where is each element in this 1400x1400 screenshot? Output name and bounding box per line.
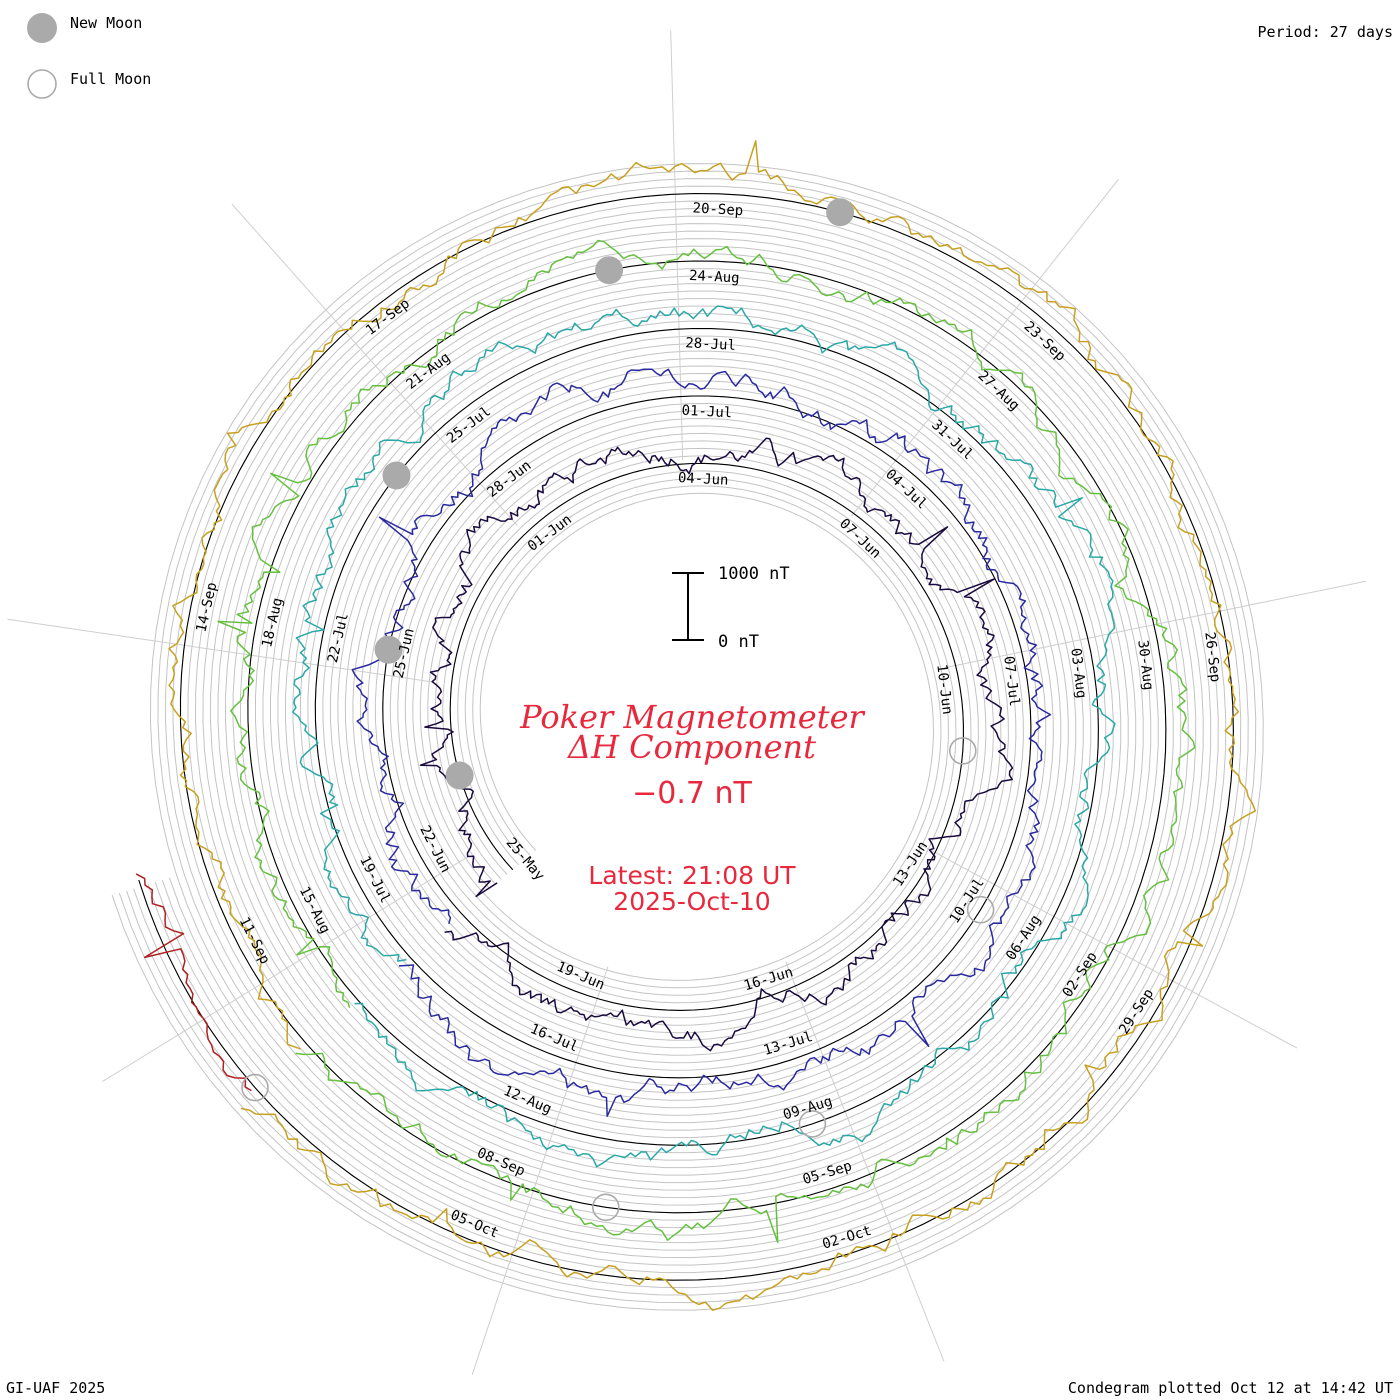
period-label: Period: 27 days	[1258, 23, 1393, 41]
full-moon-legend-icon	[27, 69, 57, 99]
new-moon-marker	[374, 635, 403, 664]
date-label: 28-Jul	[685, 335, 736, 354]
grid-radial	[231, 203, 518, 526]
date-label: 25-Jul	[444, 404, 494, 447]
date-label: 19-Jun	[554, 959, 607, 994]
grid-radial	[785, 961, 945, 1362]
grid-spiral	[133, 185, 1242, 1289]
date-label: 08-Sep	[475, 1145, 528, 1180]
grid-radial	[102, 855, 469, 1083]
date-label: 17-Sep	[363, 296, 413, 339]
grid-layer	[7, 30, 1367, 1375]
date-label: 18-Aug	[259, 596, 286, 649]
grid-radial	[7, 618, 433, 683]
current-value: −0.7 nT	[632, 776, 752, 811]
full-moon-marker	[798, 1110, 827, 1138]
scale-bottom-label: 0 nT	[718, 632, 759, 652]
grid-spiral	[126, 178, 1249, 1296]
new-moon-marker	[595, 256, 624, 285]
new-moon-marker	[826, 198, 855, 227]
new-moon-legend-icon	[27, 13, 57, 43]
chart-title-line2: ΔH Component	[566, 728, 816, 766]
date-label: 24-Aug	[689, 268, 740, 287]
baseline-spiral	[138, 192, 1234, 1281]
grid-spiral	[147, 200, 1227, 1274]
new-moon-marker	[382, 461, 411, 490]
data-trace-turn-2	[291, 305, 1116, 1168]
grid-spiral	[111, 163, 1264, 1311]
full-moon-legend-label: Full Moon	[70, 70, 151, 88]
grid-spiral	[169, 223, 1204, 1251]
full-moon-marker	[948, 737, 977, 765]
date-label: 12-Aug	[501, 1083, 554, 1118]
date-label: 01-Jul	[681, 403, 732, 422]
date-label: 01-Jun	[525, 512, 575, 555]
new-moon-legend-label: New Moon	[70, 14, 142, 32]
date-label: 07-Jul	[1000, 655, 1022, 707]
trace-layer	[135, 140, 1257, 1311]
date-label: 20-Sep	[692, 200, 743, 219]
grid-radial	[471, 966, 609, 1375]
data-trace-turn-1	[351, 368, 1052, 1117]
latest-time-label: Latest: 21:08 UT	[588, 861, 796, 890]
data-trace-turn-4	[168, 140, 1257, 1311]
date-label: 19-Jul	[356, 854, 393, 906]
date-label: 10-Jun	[933, 663, 955, 715]
grid-radial	[670, 30, 684, 461]
date-label: 03-Aug	[1067, 647, 1089, 699]
date-label: 22-Jul	[325, 612, 352, 665]
scale-top-label: 1000 nT	[718, 564, 790, 584]
date-label: 30-Aug	[1134, 639, 1156, 691]
grid-radial	[944, 580, 1367, 669]
grid-spiral	[118, 170, 1257, 1304]
data-trace-turn-0	[419, 437, 1014, 1052]
date-label: 11-Sep	[236, 915, 273, 967]
date-label: 16-Jul	[528, 1021, 581, 1056]
grid-radial	[851, 178, 1119, 517]
full-moon-marker	[241, 1073, 269, 1102]
date-label: 28-Jun	[484, 458, 534, 501]
date-label: 04-Jun	[678, 470, 729, 489]
date-label: 22-Jun	[416, 823, 453, 875]
date-label: 26-Sep	[1201, 631, 1223, 683]
data-trace-turn-3	[217, 239, 1196, 1244]
credit-label: GI-UAF 2025	[6, 1379, 105, 1397]
data-trace-turn-5	[135, 873, 252, 1092]
date-label: 05-Oct	[448, 1207, 501, 1242]
full-moon-marker	[966, 895, 995, 924]
grid-spiral	[154, 208, 1219, 1266]
new-moon-marker	[445, 761, 474, 790]
grid-spiral	[161, 215, 1212, 1259]
plotted-timestamp: Condegram plotted Oct 12 at 14:42 UT	[1068, 1379, 1393, 1397]
date-label: 21-Aug	[403, 350, 453, 393]
date-label: 13-Jun	[890, 838, 931, 889]
date-label: 25-May	[503, 835, 548, 884]
latest-date-label: 2025-Oct-10	[613, 887, 770, 916]
chart-title-line1: Poker Magnetometer	[519, 698, 865, 736]
full-moon-marker	[591, 1193, 620, 1222]
moon-layer	[241, 198, 995, 1222]
